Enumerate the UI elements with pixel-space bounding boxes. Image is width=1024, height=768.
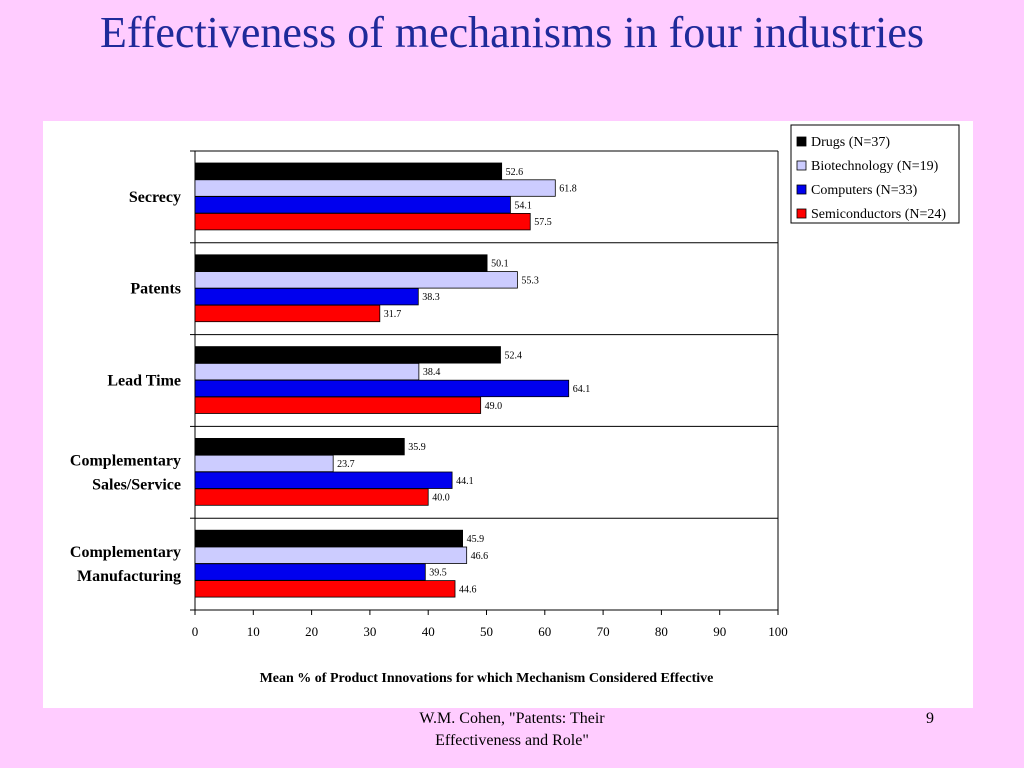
- category-label: Complementary: [70, 452, 181, 469]
- legend-swatch: [796, 184, 807, 195]
- bar: [194, 362, 420, 381]
- bar: [194, 488, 429, 506]
- legend-label: Computers (N=33): [811, 183, 918, 198]
- data-label: 52.6: [506, 167, 523, 178]
- x-tick-label: 60: [538, 624, 551, 639]
- legend-label: Semiconductors (N=24): [811, 207, 946, 222]
- data-label: 52.4: [504, 350, 522, 361]
- x-tick-label: 100: [768, 624, 788, 639]
- category-label: Manufacturing: [77, 568, 181, 585]
- x-tick-label: 40: [422, 624, 435, 639]
- data-label: 55.3: [521, 275, 539, 286]
- bar: [194, 437, 405, 456]
- legend-swatch: [796, 208, 807, 219]
- data-label: 57.5: [534, 217, 552, 228]
- category-label: Patents: [130, 281, 181, 298]
- bar: [194, 287, 419, 306]
- x-tick-label: 10: [247, 624, 260, 639]
- data-label: 54.1: [514, 200, 532, 211]
- data-label: 64.1: [573, 384, 591, 395]
- x-tick-label: 50: [480, 624, 493, 639]
- x-tick-label: 80: [655, 624, 668, 639]
- category-label: Secrecy: [129, 189, 181, 206]
- bar: [194, 379, 570, 398]
- bar: [194, 346, 501, 364]
- data-label: 44.6: [459, 584, 477, 595]
- data-label: 35.9: [408, 442, 426, 453]
- category-label: Lead Time: [107, 373, 181, 390]
- bar: [194, 196, 511, 214]
- legend-swatch: [796, 136, 807, 147]
- legend-swatch: [796, 160, 807, 171]
- x-tick-label: 90: [713, 624, 726, 639]
- legend-label: Drugs (N=37): [811, 135, 890, 150]
- x-tick-label: 0: [192, 624, 199, 639]
- bar: [194, 396, 482, 414]
- data-label: 44.1: [456, 476, 474, 487]
- data-label: 31.7: [384, 309, 402, 320]
- x-axis-title: Mean % of Product Innovations for which …: [260, 671, 714, 686]
- data-label: 38.4: [423, 367, 441, 378]
- data-label: 50.1: [491, 259, 509, 270]
- data-label: 40.0: [432, 493, 450, 504]
- footer-citation: W.M. Cohen, "Patents: Their Effectivenes…: [419, 710, 605, 749]
- data-label: 45.9: [467, 534, 485, 545]
- page-number: 9: [926, 710, 934, 727]
- slide-title: Effectiveness of mechanisms in four indu…: [100, 8, 924, 57]
- bar: [194, 304, 381, 323]
- bar: [194, 179, 556, 197]
- data-label: 39.5: [429, 568, 447, 579]
- bar: [194, 271, 518, 289]
- x-tick-label: 20: [305, 624, 318, 639]
- bar: [194, 580, 456, 598]
- data-label: 49.0: [485, 401, 503, 412]
- data-label: 61.8: [559, 184, 577, 195]
- bar: [194, 213, 531, 231]
- bar: [194, 563, 426, 581]
- bar: [194, 454, 334, 473]
- bar: [194, 162, 503, 180]
- bar: [194, 546, 468, 564]
- bar: [194, 254, 488, 272]
- legend-label: Biotechnology (N=19): [811, 159, 939, 174]
- chart-panel: 52.6 50.1 52.4 35.9 45.9 61.8 55.3 38.4 23.7 46.6…: [43, 121, 973, 708]
- x-tick-label: 30: [363, 624, 376, 639]
- legend-box: [790, 124, 960, 224]
- category-label: Sales/Service: [92, 476, 181, 493]
- category-label: Complementary: [70, 544, 181, 561]
- bar-chart: 52.6 50.1 52.4 35.9 45.9 61.8 55.3 38.4 23.7 46.6…: [70, 124, 960, 686]
- data-label: 23.7: [337, 459, 355, 470]
- x-tick-label: 70: [597, 624, 610, 639]
- bar: [194, 471, 453, 489]
- bar: [194, 529, 463, 548]
- data-label: 46.6: [471, 551, 489, 562]
- data-label: 38.3: [422, 292, 440, 303]
